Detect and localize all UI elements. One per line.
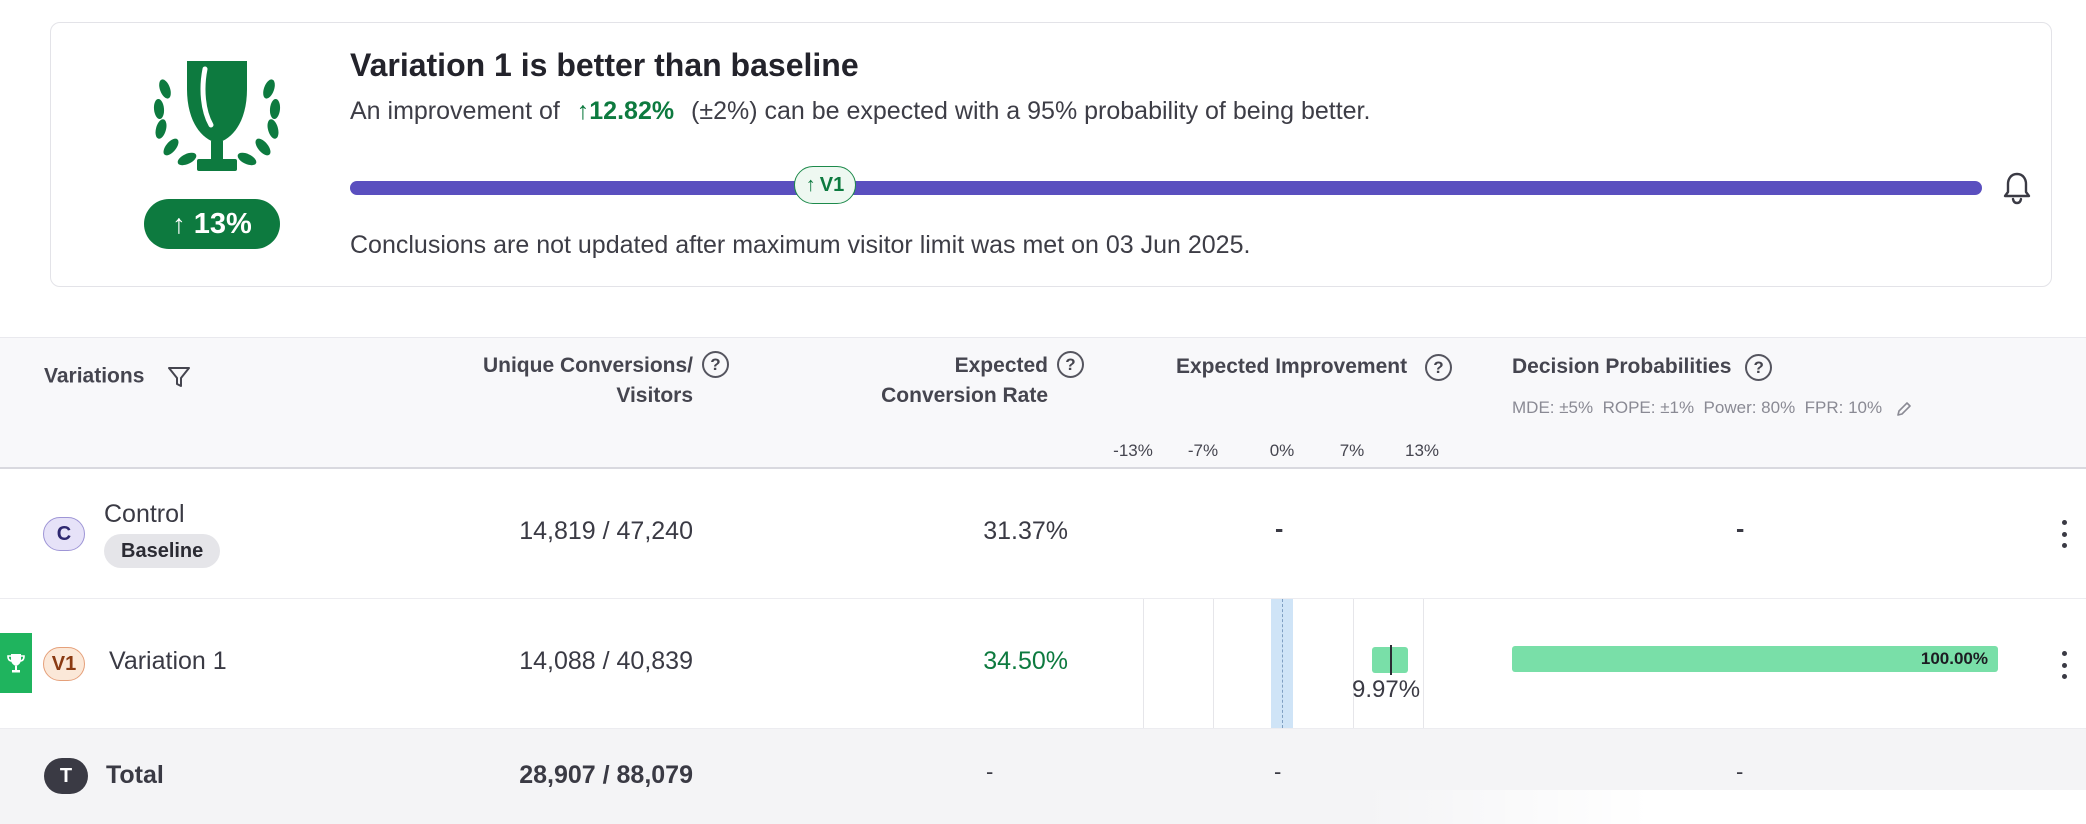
conversions-value: 14,088 / 40,839: [519, 647, 693, 675]
grid-line: [1143, 599, 1144, 728]
table-row-variation-1[interactable]: V1 Variation 1 14,088 / 40,839 34.50% 9.…: [0, 599, 2086, 729]
variation-marker-label: V1: [819, 173, 845, 196]
rate-header: Expected ? Conversion Rate: [860, 351, 1090, 408]
kebab-menu-icon[interactable]: [2058, 520, 2070, 548]
improvement-value-text: 12.82%: [589, 97, 675, 125]
kebab-menu-icon[interactable]: [2058, 651, 2070, 679]
variation-avatar: C: [43, 517, 85, 551]
rate-value: 31.37%: [983, 517, 1068, 545]
conversions-header-line2: Visitors: [616, 384, 693, 407]
improvement-value: 9.97%: [1352, 676, 1421, 703]
improvement-value: ↑12.82%: [577, 97, 674, 125]
up-arrow-icon: ↑: [576, 97, 590, 125]
variations-header-label: Variations: [44, 364, 145, 388]
subtitle-prefix: An improvement of: [350, 97, 560, 125]
probability-bar: [350, 181, 1982, 195]
help-icon[interactable]: ?: [1424, 354, 1452, 381]
decision-header-label: Decision Probabilities: [1512, 355, 1732, 379]
variation-avatar: T: [44, 758, 88, 794]
trophy-icon: [153, 61, 281, 171]
axis-tick: 7%: [1339, 441, 1365, 460]
decision-params: MDE: ±5% ROPE: ±1% Power: 80% FPR: 10%: [1512, 398, 1913, 418]
rate-header-line1: Expected: [954, 354, 1048, 377]
conversions-header: Unique Conversions/ ? Visitors: [476, 351, 731, 408]
conversions-header-line1: Unique Conversions/: [482, 354, 693, 377]
up-arrow-icon: ↑: [805, 173, 816, 196]
variation-name: Control: [104, 500, 185, 528]
table-row-control[interactable]: C Control Baseline 14,819 / 47,240 31.37…: [0, 469, 2086, 599]
grid-line: [1423, 599, 1424, 728]
rate-header-line2: Conversion Rate: [881, 384, 1048, 407]
decision-header: Decision Probabilities ?: [1512, 354, 1773, 381]
decision-probability-bar: 100.00%: [1512, 646, 1998, 672]
improvement-header-label: Expected Improvement: [1176, 355, 1408, 379]
axis-tick: 13%: [1404, 441, 1440, 460]
axis-tick: 0%: [1269, 441, 1295, 460]
rate-value: 34.50%: [983, 647, 1068, 675]
conversions-value: 28,907 / 88,079: [519, 761, 693, 789]
variation-avatar: V1: [43, 647, 85, 681]
axis-tick: -7%: [1187, 441, 1219, 460]
table-row-total: T Total 28,907 / 88,079 - - -: [0, 729, 2086, 824]
improvement-value: -: [1274, 759, 1282, 784]
decision-value: -: [1736, 515, 1745, 543]
rate-value: -: [986, 759, 994, 784]
axis-tick: -13%: [1113, 441, 1153, 460]
bell-icon[interactable]: [2001, 171, 2033, 205]
confidence-interval-median: [1390, 645, 1392, 675]
conversions-value: 14,819 / 47,240: [519, 517, 693, 545]
help-icon[interactable]: ?: [1745, 354, 1773, 381]
conclusion-note: Conclusions are not updated after maximu…: [350, 231, 1251, 259]
pencil-icon[interactable]: [1895, 400, 1913, 418]
decision-params-text: MDE: ±5% ROPE: ±1% Power: 80% FPR: 10%: [1512, 398, 1883, 417]
filter-icon[interactable]: [166, 364, 192, 390]
variations-header: Variations: [44, 364, 192, 390]
help-icon[interactable]: ?: [702, 351, 729, 378]
result-subtitle: An improvement of ↑12.82% (±2%) can be e…: [350, 97, 1370, 126]
subtitle-suffix: (±2%) can be expected with a 95% probabi…: [691, 97, 1371, 125]
decision-value: -: [1736, 759, 1744, 784]
zero-line: [1282, 599, 1283, 728]
grid-line: [1213, 599, 1214, 728]
up-arrow-icon: ↑: [172, 208, 186, 239]
trophy-icon: [7, 654, 25, 673]
winner-flag: [0, 633, 32, 693]
grid-line: [1353, 599, 1354, 728]
results-table-header: Variations Unique Conversions/ ? Visitor…: [0, 337, 2086, 469]
improvement-header: Expected Improvement ?: [1176, 354, 1452, 381]
result-title: Variation 1 is better than baseline: [350, 47, 859, 83]
variation-name: Variation 1: [109, 647, 227, 675]
variation-marker[interactable]: ↑ V1: [794, 166, 856, 204]
improvement-value: -: [1275, 515, 1284, 543]
help-icon[interactable]: ?: [1057, 351, 1084, 378]
variation-name: Total: [106, 761, 164, 789]
scroll-fade: [1360, 790, 2086, 824]
baseline-tag: Baseline: [104, 534, 221, 568]
result-summary-card: ↑ 13% Variation 1 is better than baselin…: [50, 22, 2052, 287]
improvement-badge: ↑ 13%: [144, 199, 280, 249]
improvement-badge-value: 13%: [193, 207, 252, 240]
